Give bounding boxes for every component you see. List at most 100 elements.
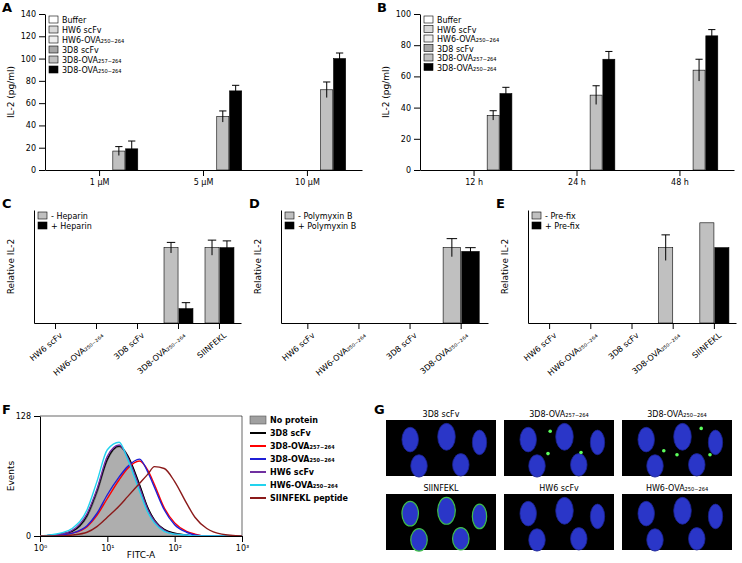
bars <box>443 239 479 323</box>
signal <box>708 453 712 457</box>
tick-mark <box>242 536 243 542</box>
bar <box>220 248 234 323</box>
legend-swatch <box>38 222 47 229</box>
nucleus <box>689 528 706 550</box>
error-bar <box>115 147 122 156</box>
error-bar <box>219 111 226 122</box>
x-axis: HW6 scFvHW6-OVA₂₅₀₋₂₆₄3D8 scFv3D8-OVA₂₅₀… <box>281 323 489 378</box>
tick-mark <box>39 14 45 15</box>
bar <box>590 95 602 170</box>
tick: 10² <box>168 536 181 553</box>
legend-swatch <box>49 56 58 63</box>
bar <box>577 170 589 171</box>
nucleus <box>689 454 706 476</box>
tick: 100 <box>396 10 420 19</box>
bar <box>700 223 714 323</box>
legend-item: - Pre-fix <box>532 212 576 221</box>
nucleus <box>402 427 419 452</box>
tick: HW6-OVA₂₅₀₋₂₆₄ <box>314 323 367 378</box>
bar <box>290 323 307 324</box>
tick-mark <box>219 323 220 329</box>
y-axis-title: Relative IL-2 <box>6 239 16 295</box>
bar <box>668 170 680 171</box>
legend-swatch <box>532 222 541 229</box>
error-bar <box>490 111 497 120</box>
panel-label: F <box>2 402 11 417</box>
panel-label: C <box>2 196 12 211</box>
signal <box>546 452 550 456</box>
tick-mark <box>414 108 420 109</box>
legend-label: - Heparin <box>51 212 88 221</box>
legend-label: SIINFEKL peptide <box>270 494 349 503</box>
tick: 120 <box>21 32 45 41</box>
panel: C Relative IL-2 HW6 scFvHW6-OVA₂₅₀₋₂₆₄3D8 … <box>2 196 242 378</box>
tick: 5 μM <box>194 170 214 187</box>
legend: - Pre-fix+ Pre-fix <box>532 212 580 231</box>
error-bar <box>465 248 475 256</box>
legend-swatch <box>49 36 58 43</box>
legend-label: HW6 scFv <box>62 26 102 35</box>
tick-label: 3D8 scFv <box>112 331 146 362</box>
bar <box>487 115 499 170</box>
plot: EventsFITC-A012810⁰10¹10²10³No protein3D… <box>6 412 349 560</box>
tick-mark <box>414 45 420 46</box>
legend-swatch <box>250 484 266 486</box>
tick: 20 <box>401 135 420 144</box>
plot: IL-2 (pg/ml)0204060801001201401 μM5 μM10… <box>6 10 363 187</box>
legend: - Heparin+ Heparin <box>38 212 92 231</box>
tick-label: 60 <box>401 72 411 81</box>
tick-label: 80 <box>401 41 411 50</box>
legend-item: HW6 scFv <box>424 26 477 35</box>
tick-label: 0 <box>31 166 36 175</box>
bar <box>617 323 631 324</box>
tick: 20 <box>26 144 45 153</box>
tick-label: 80 <box>26 77 36 86</box>
legend-swatch <box>49 66 58 73</box>
tick-mark <box>632 323 633 329</box>
panel: DRelative IL-2HW6 scFvHW6-OVA₂₅₀₋₂₆₄3D8 … <box>249 196 489 378</box>
tick: 0 <box>26 532 40 541</box>
bar <box>655 170 667 171</box>
legend-item: HW6-OVA₂₅₀₋₂₆₄ <box>424 35 499 44</box>
panel: ERelative IL-2HW6 scFvHW6-OVA₂₅₀₋₂₆₄3D8 … <box>496 196 737 378</box>
legend-item: HW6 scFv <box>49 26 102 35</box>
bar <box>449 170 461 171</box>
tick-label: 120 <box>21 32 36 41</box>
tick: SIINFEKL <box>690 323 723 360</box>
tick: HW6 scFv <box>522 323 558 363</box>
tick-label: HW6-OVA₂₅₀₋₂₆₄ <box>52 331 105 378</box>
bar <box>462 251 479 323</box>
tick-label: 40 <box>26 121 36 130</box>
tick: 3D8-OVA₂₅₀₋₂₆₄ <box>419 323 470 376</box>
legend-item: 3D8-OVA₂₅₇₋₂₆₄ <box>424 54 497 63</box>
tick: HW6 scFv <box>28 323 64 363</box>
legend-item: Buffer <box>424 16 462 25</box>
tick-label: 12 h <box>465 178 483 187</box>
line <box>40 459 242 536</box>
x-axis-title: FITC-A <box>127 550 156 560</box>
tick: 1 μM <box>90 170 110 187</box>
tick-mark <box>461 323 462 329</box>
legend-label: HW6 scFv <box>437 26 477 35</box>
legend-label: HW6-OVA₂₅₀₋₂₆₄ <box>437 35 499 44</box>
legend-label: 3D8-OVA₂₅₀₋₂₆₄ <box>62 66 122 75</box>
image-label: 3D8-OVA₂₅₇₋₂₆₄ <box>529 410 589 419</box>
image-background <box>504 420 614 476</box>
legend-item: 3D8-OVA₂₅₇₋₂₆₄ <box>49 56 122 65</box>
y-axis-title: Relative IL-2 <box>253 239 263 295</box>
panel-label: A <box>2 0 12 15</box>
legend-label: Buffer <box>62 16 87 25</box>
tick: 60 <box>26 99 45 108</box>
bar <box>392 323 409 324</box>
tick: 10³ <box>236 536 249 553</box>
legend-label: 3D8-OVA₂₅₇₋₂₆₄ <box>62 56 122 65</box>
tick-mark <box>175 536 176 542</box>
nucleus <box>472 504 486 529</box>
bar <box>603 59 615 170</box>
legend-item: 3D8-OVA₂₅₀₋₂₆₄ <box>49 66 122 75</box>
nucleus <box>571 528 588 550</box>
bar <box>535 323 549 324</box>
legend: - Polymyxin B+ Polymyxin B <box>285 212 356 231</box>
tick-mark <box>679 170 680 176</box>
legend-item: 3D8 scFv <box>49 46 99 55</box>
